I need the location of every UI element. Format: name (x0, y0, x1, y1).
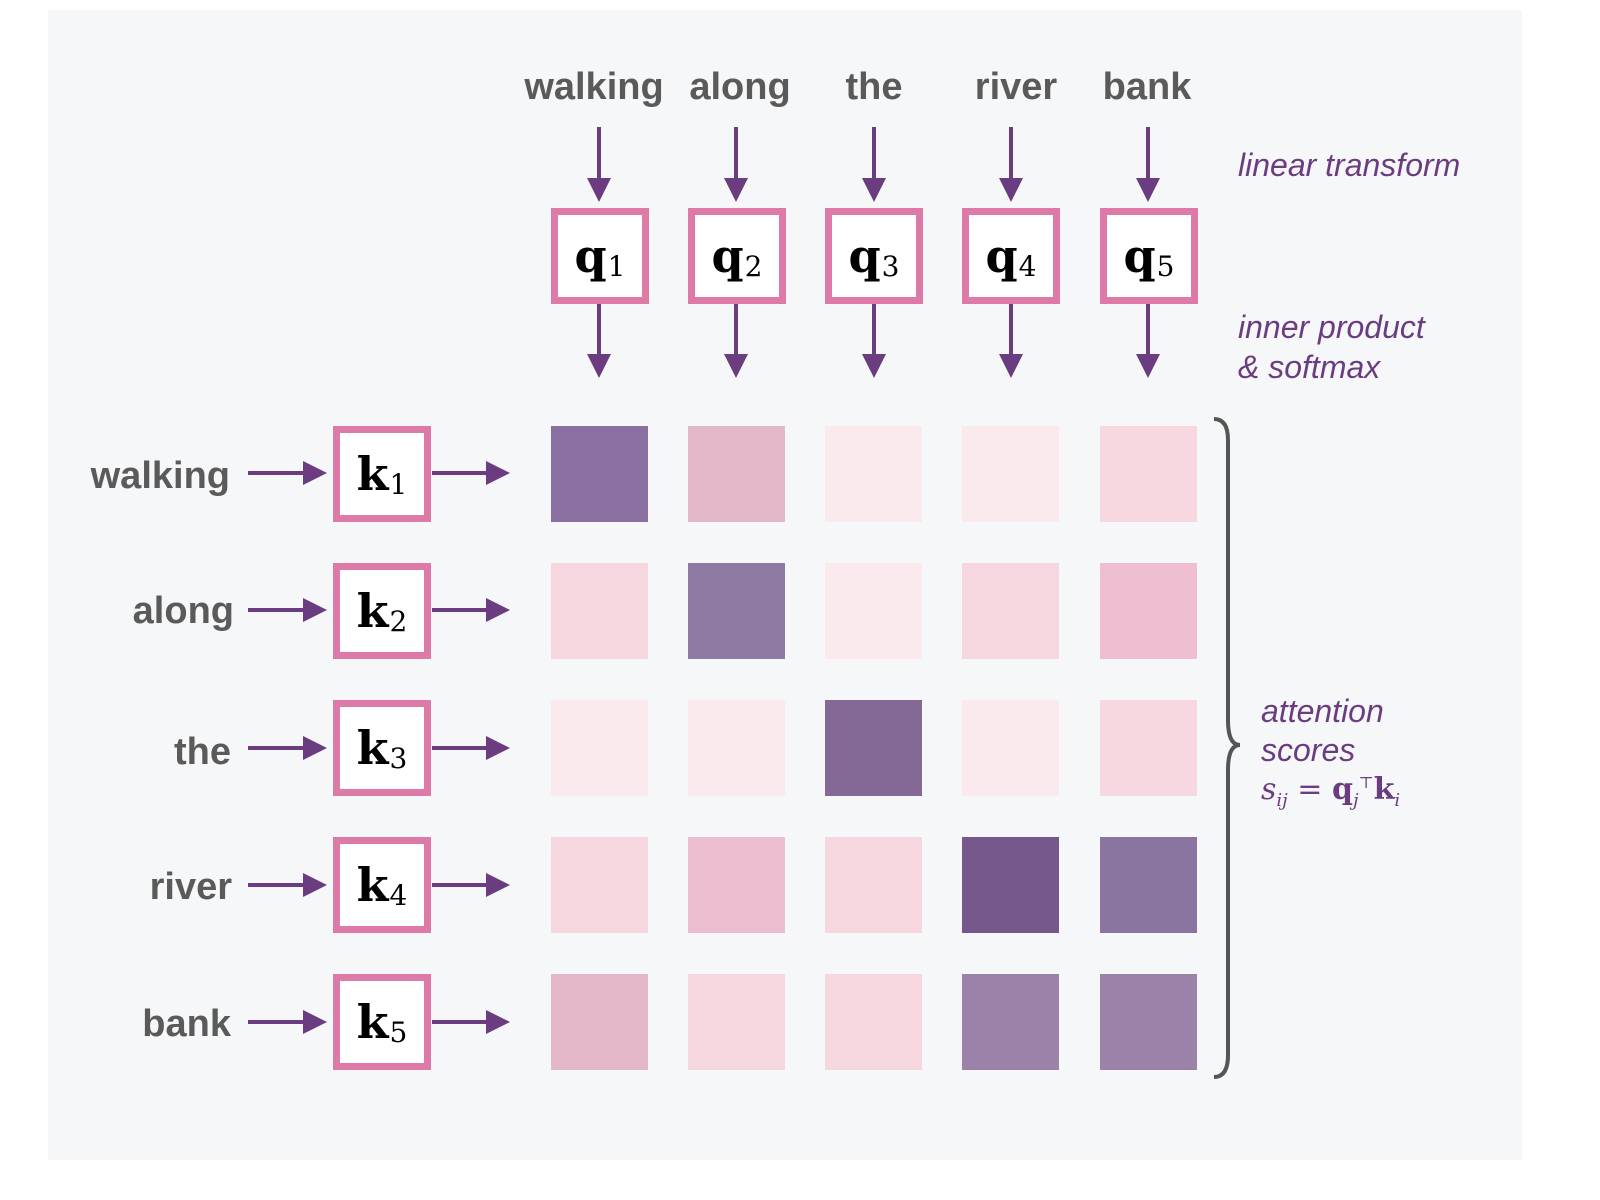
query-word-bank: bank (1102, 66, 1192, 108)
attention-cell-r3-c1 (551, 700, 648, 796)
diagram-panel (48, 10, 1522, 1160)
key-word-along: along (132, 590, 234, 632)
annotation-inner-product: inner product (1238, 309, 1425, 345)
attention-cell-r5-c1 (551, 974, 648, 1070)
attention-cell-r2-c1 (551, 563, 648, 659)
query-word-the: the (845, 66, 903, 108)
attention-cell-r3-c3 (825, 700, 922, 796)
brace-attention (1213, 417, 1241, 1079)
annotation-attention: attention (1261, 693, 1384, 729)
attention-cell-r1-c4 (962, 426, 1059, 522)
attention-cell-r5-c5 (1100, 974, 1197, 1070)
key-word-walking: walking (90, 455, 230, 497)
attention-cell-r1-c5 (1100, 426, 1197, 522)
attention-cell-r3-c2 (688, 700, 785, 796)
attention-cell-r1-c3 (825, 426, 922, 522)
attention-cell-r2-c2 (688, 563, 785, 659)
attention-cell-r2-c3 (825, 563, 922, 659)
attention-cell-r4-c5 (1100, 837, 1197, 933)
attention-cell-r4-c1 (551, 837, 648, 933)
attention-cell-r5-c2 (688, 974, 785, 1070)
query-word-river: river (974, 66, 1058, 108)
attention-cell-r5-c3 (825, 974, 922, 1070)
annotation-softmax: & softmax (1238, 349, 1381, 385)
query-word-walking: walking (524, 66, 664, 108)
attention-cell-r4-c4 (962, 837, 1059, 933)
attention-cell-r4-c3 (825, 837, 922, 933)
attention-cell-r4-c2 (688, 837, 785, 933)
annotation-scores: scores (1261, 732, 1356, 768)
attention-cell-r2-c4 (962, 563, 1059, 659)
attention-cell-r3-c5 (1100, 700, 1197, 796)
attention-cell-r2-c5 (1100, 563, 1197, 659)
key-word-river: river (149, 866, 232, 908)
attention-cell-r1-c1 (551, 426, 648, 522)
annotation-linear-transform: linear transform (1238, 147, 1461, 183)
query-word-along: along (689, 66, 791, 108)
key-word-the: the (174, 731, 231, 773)
attention-cell-r1-c2 (688, 426, 785, 522)
attention-score-formula: sij = qj⊤ki (1261, 772, 1401, 811)
attention-cell-r3-c4 (962, 700, 1059, 796)
attention-cell-r5-c4 (962, 974, 1059, 1070)
key-word-bank: bank (142, 1003, 231, 1045)
